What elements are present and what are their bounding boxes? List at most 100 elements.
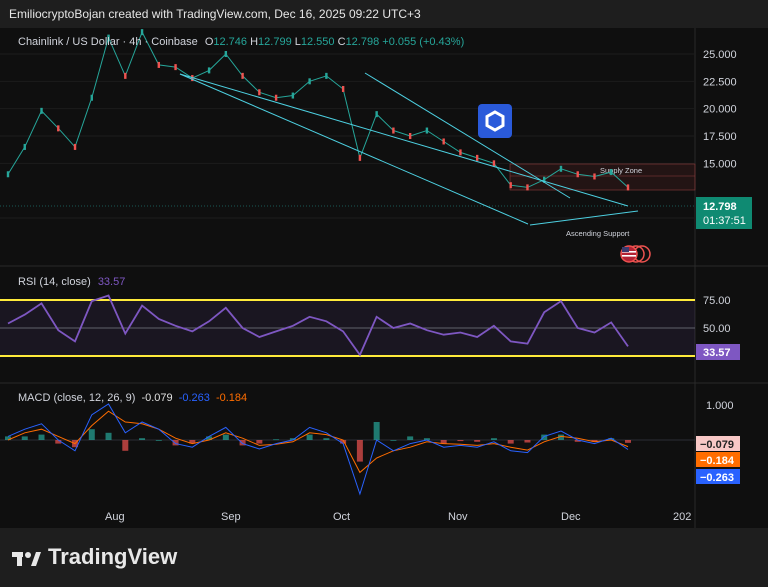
price-point	[274, 94, 278, 101]
x-axis-label-oct: Oct	[333, 511, 350, 523]
price-axis-tick: 15.000	[703, 158, 737, 170]
price-point	[392, 127, 395, 134]
price-candles	[6, 29, 630, 191]
price-series-line	[7, 30, 629, 188]
price-point	[408, 133, 412, 139]
price-point	[358, 154, 362, 161]
price-point	[207, 67, 211, 74]
macd-histogram-bar	[273, 439, 280, 441]
descending-trendline-oct	[364, 72, 571, 199]
price-point	[73, 143, 77, 150]
macd-histogram-bar	[574, 440, 581, 442]
macd-histogram-bar	[172, 440, 179, 446]
price-point	[610, 169, 613, 176]
footer-bar	[0, 528, 768, 587]
price-point	[341, 85, 345, 92]
macd-histogram-bar	[373, 422, 380, 440]
price-point	[576, 171, 579, 178]
price-point	[509, 182, 512, 189]
descending-trendline-upper	[179, 73, 629, 207]
macd-histogram-bar	[608, 438, 615, 440]
x-axis-label-aug: Aug	[105, 511, 125, 523]
price-point	[258, 89, 261, 96]
macd-histogram-bar	[256, 440, 263, 444]
macd-line-badge: −0.263	[700, 472, 734, 484]
macd-histogram-bar	[206, 436, 213, 440]
price-point	[626, 184, 630, 191]
ohlc-low-label: L	[294, 36, 301, 48]
descending-trendline-lower	[179, 73, 529, 225]
symbol-title[interactable]: Chainlink / US Dollar · 4h · Coinbase	[18, 36, 198, 48]
rsi-axis-tick: 75.00	[703, 295, 731, 307]
price-point	[174, 64, 177, 71]
price-point	[6, 171, 10, 178]
price-point	[543, 176, 546, 183]
macd-hist-badge: −0.079	[700, 439, 734, 451]
macd-histogram-bar	[38, 434, 45, 440]
price-point	[157, 61, 161, 68]
price-point	[442, 138, 445, 145]
price-axis-tick: 25.000	[703, 49, 737, 61]
x-axis-label-year: 202	[673, 511, 691, 523]
macd-badges: −0.079 −0.184 −0.263	[696, 436, 740, 484]
price-point	[224, 51, 228, 57]
chart-svg[interactable]: Supply Zone Ascending Support 25.000 22.5…	[0, 28, 768, 528]
us-flag-icon[interactable]	[620, 245, 651, 263]
last-price-value: 12.798	[703, 201, 737, 213]
price-point	[308, 78, 311, 85]
chainlink-hexagon-icon	[478, 104, 512, 138]
brand-name: TradingView	[48, 544, 178, 569]
macd-histogram-bar	[356, 440, 363, 462]
macd-histogram-bar	[557, 434, 564, 440]
price-axis-tick: 20.000	[703, 104, 737, 116]
macd-histogram-bar	[139, 438, 146, 440]
price-point	[425, 127, 429, 134]
macd-legend: MACD (close, 12, 26, 9) -0.079 -0.263 -0…	[18, 392, 247, 404]
macd-histogram-bar	[239, 440, 246, 446]
macd-histogram-bar	[21, 436, 28, 440]
macd-histogram-bar	[5, 436, 11, 440]
macd-legend-signal: -0.184	[215, 392, 248, 404]
macd-signal-badge: −0.184	[700, 455, 735, 467]
price-point	[459, 149, 462, 156]
rsi-line	[7, 294, 629, 357]
macd-histogram-bar	[625, 440, 631, 443]
macd-histogram-bar	[155, 440, 162, 441]
macd-histogram-bar	[390, 440, 397, 441]
price-point	[140, 29, 144, 36]
candle-countdown: 01:37:51	[703, 215, 746, 227]
macd-histogram-bar	[407, 436, 414, 440]
supply-zone-label: Supply Zone	[600, 166, 642, 175]
ohlc-open: 12.746	[213, 36, 248, 48]
ohlc-low: 12.550	[300, 36, 335, 48]
macd-signal-line	[7, 410, 629, 474]
supply-zone-box	[509, 163, 696, 191]
macd-histogram-bar	[222, 434, 229, 440]
rsi-current-badge: 33.57	[696, 344, 740, 360]
price-point	[107, 34, 110, 41]
rsi-indicator-label[interactable]: RSI (14, close)	[18, 276, 91, 288]
ohlc-close: 12.798	[345, 36, 380, 48]
macd-histogram-bar	[122, 440, 129, 451]
x-axis-label-nov: Nov	[448, 511, 468, 523]
price-point	[492, 160, 496, 167]
macd-legend-hist: -0.079	[141, 392, 173, 404]
ascending-support-line	[529, 210, 639, 226]
macd-indicator-label[interactable]: MACD (close, 12, 26, 9)	[18, 392, 136, 404]
chart-credit-header: EmiliocryptoBojan created with TradingVi…	[0, 0, 768, 28]
tradingview-logo-icon	[12, 548, 42, 566]
rsi-legend-value: 33.57	[97, 276, 126, 288]
price-point	[593, 173, 596, 180]
price-point	[325, 72, 328, 79]
ohlc-open-label: O	[204, 36, 214, 48]
macd-histogram-bar	[507, 440, 514, 444]
tradingview-brand[interactable]: TradingView	[12, 544, 177, 570]
price-point	[375, 111, 378, 118]
price-point	[559, 165, 563, 172]
macd-histogram	[5, 422, 631, 462]
price-point	[526, 184, 529, 191]
rsi-axis-tick: 50.00	[703, 323, 731, 335]
macd-histogram-bar	[323, 438, 330, 440]
price-legend: Chainlink / US Dollar · 4h · Coinbase O1…	[18, 36, 464, 48]
macd-histogram-bar	[457, 440, 464, 442]
